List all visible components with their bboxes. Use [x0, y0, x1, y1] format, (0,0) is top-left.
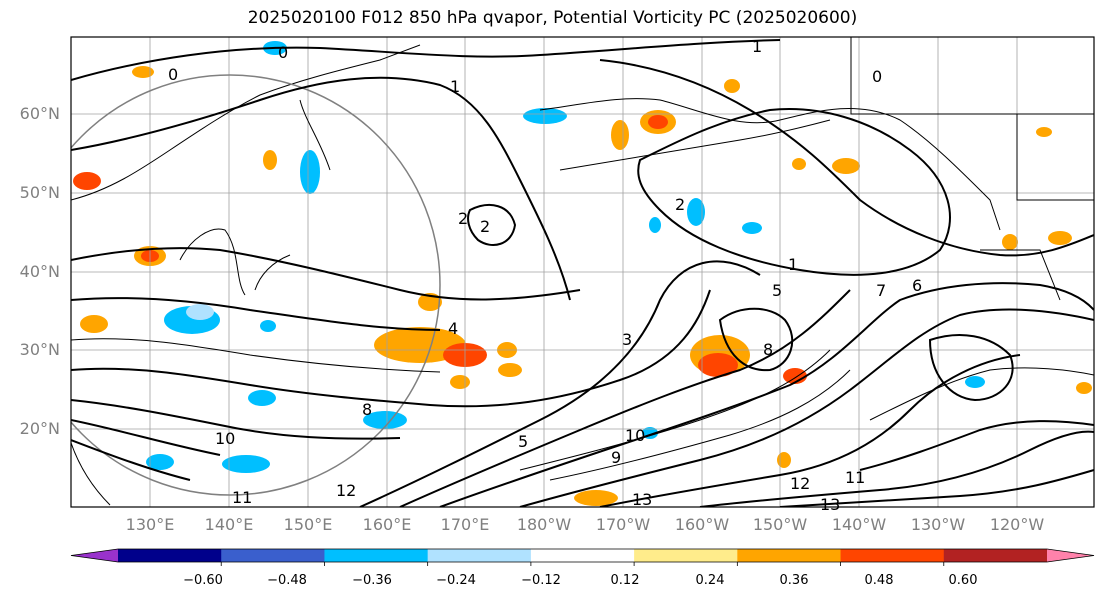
contour-label: 8 [763, 340, 773, 359]
colorbar-segment [634, 549, 738, 562]
lat-label: 30°N [19, 340, 60, 359]
colorbar-tick: 0.48 [864, 573, 894, 588]
borders [850, 37, 1094, 301]
lon-label: 170°W [595, 515, 651, 534]
chart-title: 2025020100 F012 850 hPa qvapor, Potentia… [247, 8, 858, 28]
lat-label: 40°N [19, 262, 60, 281]
lon-label: 180°W [516, 515, 572, 534]
colorbar-tick: 0.24 [695, 573, 725, 588]
lat-label: 60°N [19, 104, 60, 123]
colorbar-segment [324, 549, 429, 562]
contour-label: 0 [872, 67, 882, 86]
lat-label: 20°N [19, 419, 60, 438]
colorbar-tick: −0.24 [436, 573, 476, 588]
pv-contours [71, 39, 1094, 507]
lon-label: 140°W [831, 515, 887, 534]
contour-label: 4 [448, 319, 458, 338]
colorbar-segment [118, 549, 222, 562]
contour-label: 5 [518, 432, 528, 451]
contour-labels: 0 0 0 1 1 1 2 2 2 3 4 5 5 6 7 8 8 9 10 1… [168, 37, 922, 514]
lat-label: 50°N [19, 183, 60, 202]
colorbar-tick: 0.12 [610, 573, 640, 588]
contour-label: 1 [450, 77, 460, 96]
lon-label: 130°E [125, 515, 175, 534]
colorbar-segment [530, 549, 635, 562]
contour-label: 11 [232, 488, 252, 507]
contour-label: 10 [625, 426, 645, 445]
lon-label: 140°E [204, 515, 254, 534]
pv-shading [73, 41, 1092, 506]
colorbar-segment [221, 549, 325, 562]
contour-label: 2 [675, 195, 685, 214]
contour-label: 2 [480, 217, 490, 236]
contour-label: 7 [876, 281, 886, 300]
contour-label: 10 [215, 429, 235, 448]
colorbar-tick: −0.60 [183, 573, 223, 588]
colorbar-segment [840, 549, 945, 562]
lon-label: 160°W [674, 515, 730, 534]
colorbar-extend-low [71, 549, 118, 562]
contour-label: 11 [845, 468, 865, 487]
colorbar-tick: −0.36 [352, 573, 392, 588]
colorbar-outline [70, 548, 1095, 563]
contour-label: 3 [622, 330, 632, 349]
pv-contours-thin [71, 338, 1094, 481]
colorbar-segment [737, 549, 842, 562]
lon-label: 130°W [910, 515, 966, 534]
contour-label: 6 [912, 276, 922, 295]
contour-label: 13 [820, 495, 840, 514]
lon-label: 150°W [752, 515, 808, 534]
colorbar-segment [943, 549, 1048, 562]
contour-label: 0 [168, 65, 178, 84]
colorbar [70, 548, 1095, 566]
contour-label: 1 [788, 255, 798, 274]
contour-label: 0 [278, 43, 288, 62]
reference-circle [71, 74, 441, 496]
lon-label: 170°E [440, 515, 490, 534]
lon-label: 150°E [283, 515, 333, 534]
plot-frame [70, 36, 1095, 508]
contour-label: 8 [362, 400, 372, 419]
contour-label: 12 [790, 474, 810, 493]
coastlines [71, 44, 1001, 506]
colorbar-segment [427, 549, 532, 562]
colorbar-tick: −0.12 [521, 573, 561, 588]
lon-label: 120°W [989, 515, 1045, 534]
contour-label: 12 [336, 481, 356, 500]
colorbar-tick: 0.60 [948, 573, 978, 588]
colorbar-tick: 0.36 [779, 573, 809, 588]
contour-label: 5 [772, 281, 782, 300]
lon-label: 160°E [362, 515, 412, 534]
contour-label: 1 [752, 37, 762, 56]
contour-label: 2 [458, 209, 468, 228]
colorbar-tick: −0.48 [267, 573, 307, 588]
contour-label: 13 [632, 490, 652, 509]
colorbar-extend-high [1047, 549, 1094, 562]
contour-label: 9 [611, 448, 621, 467]
